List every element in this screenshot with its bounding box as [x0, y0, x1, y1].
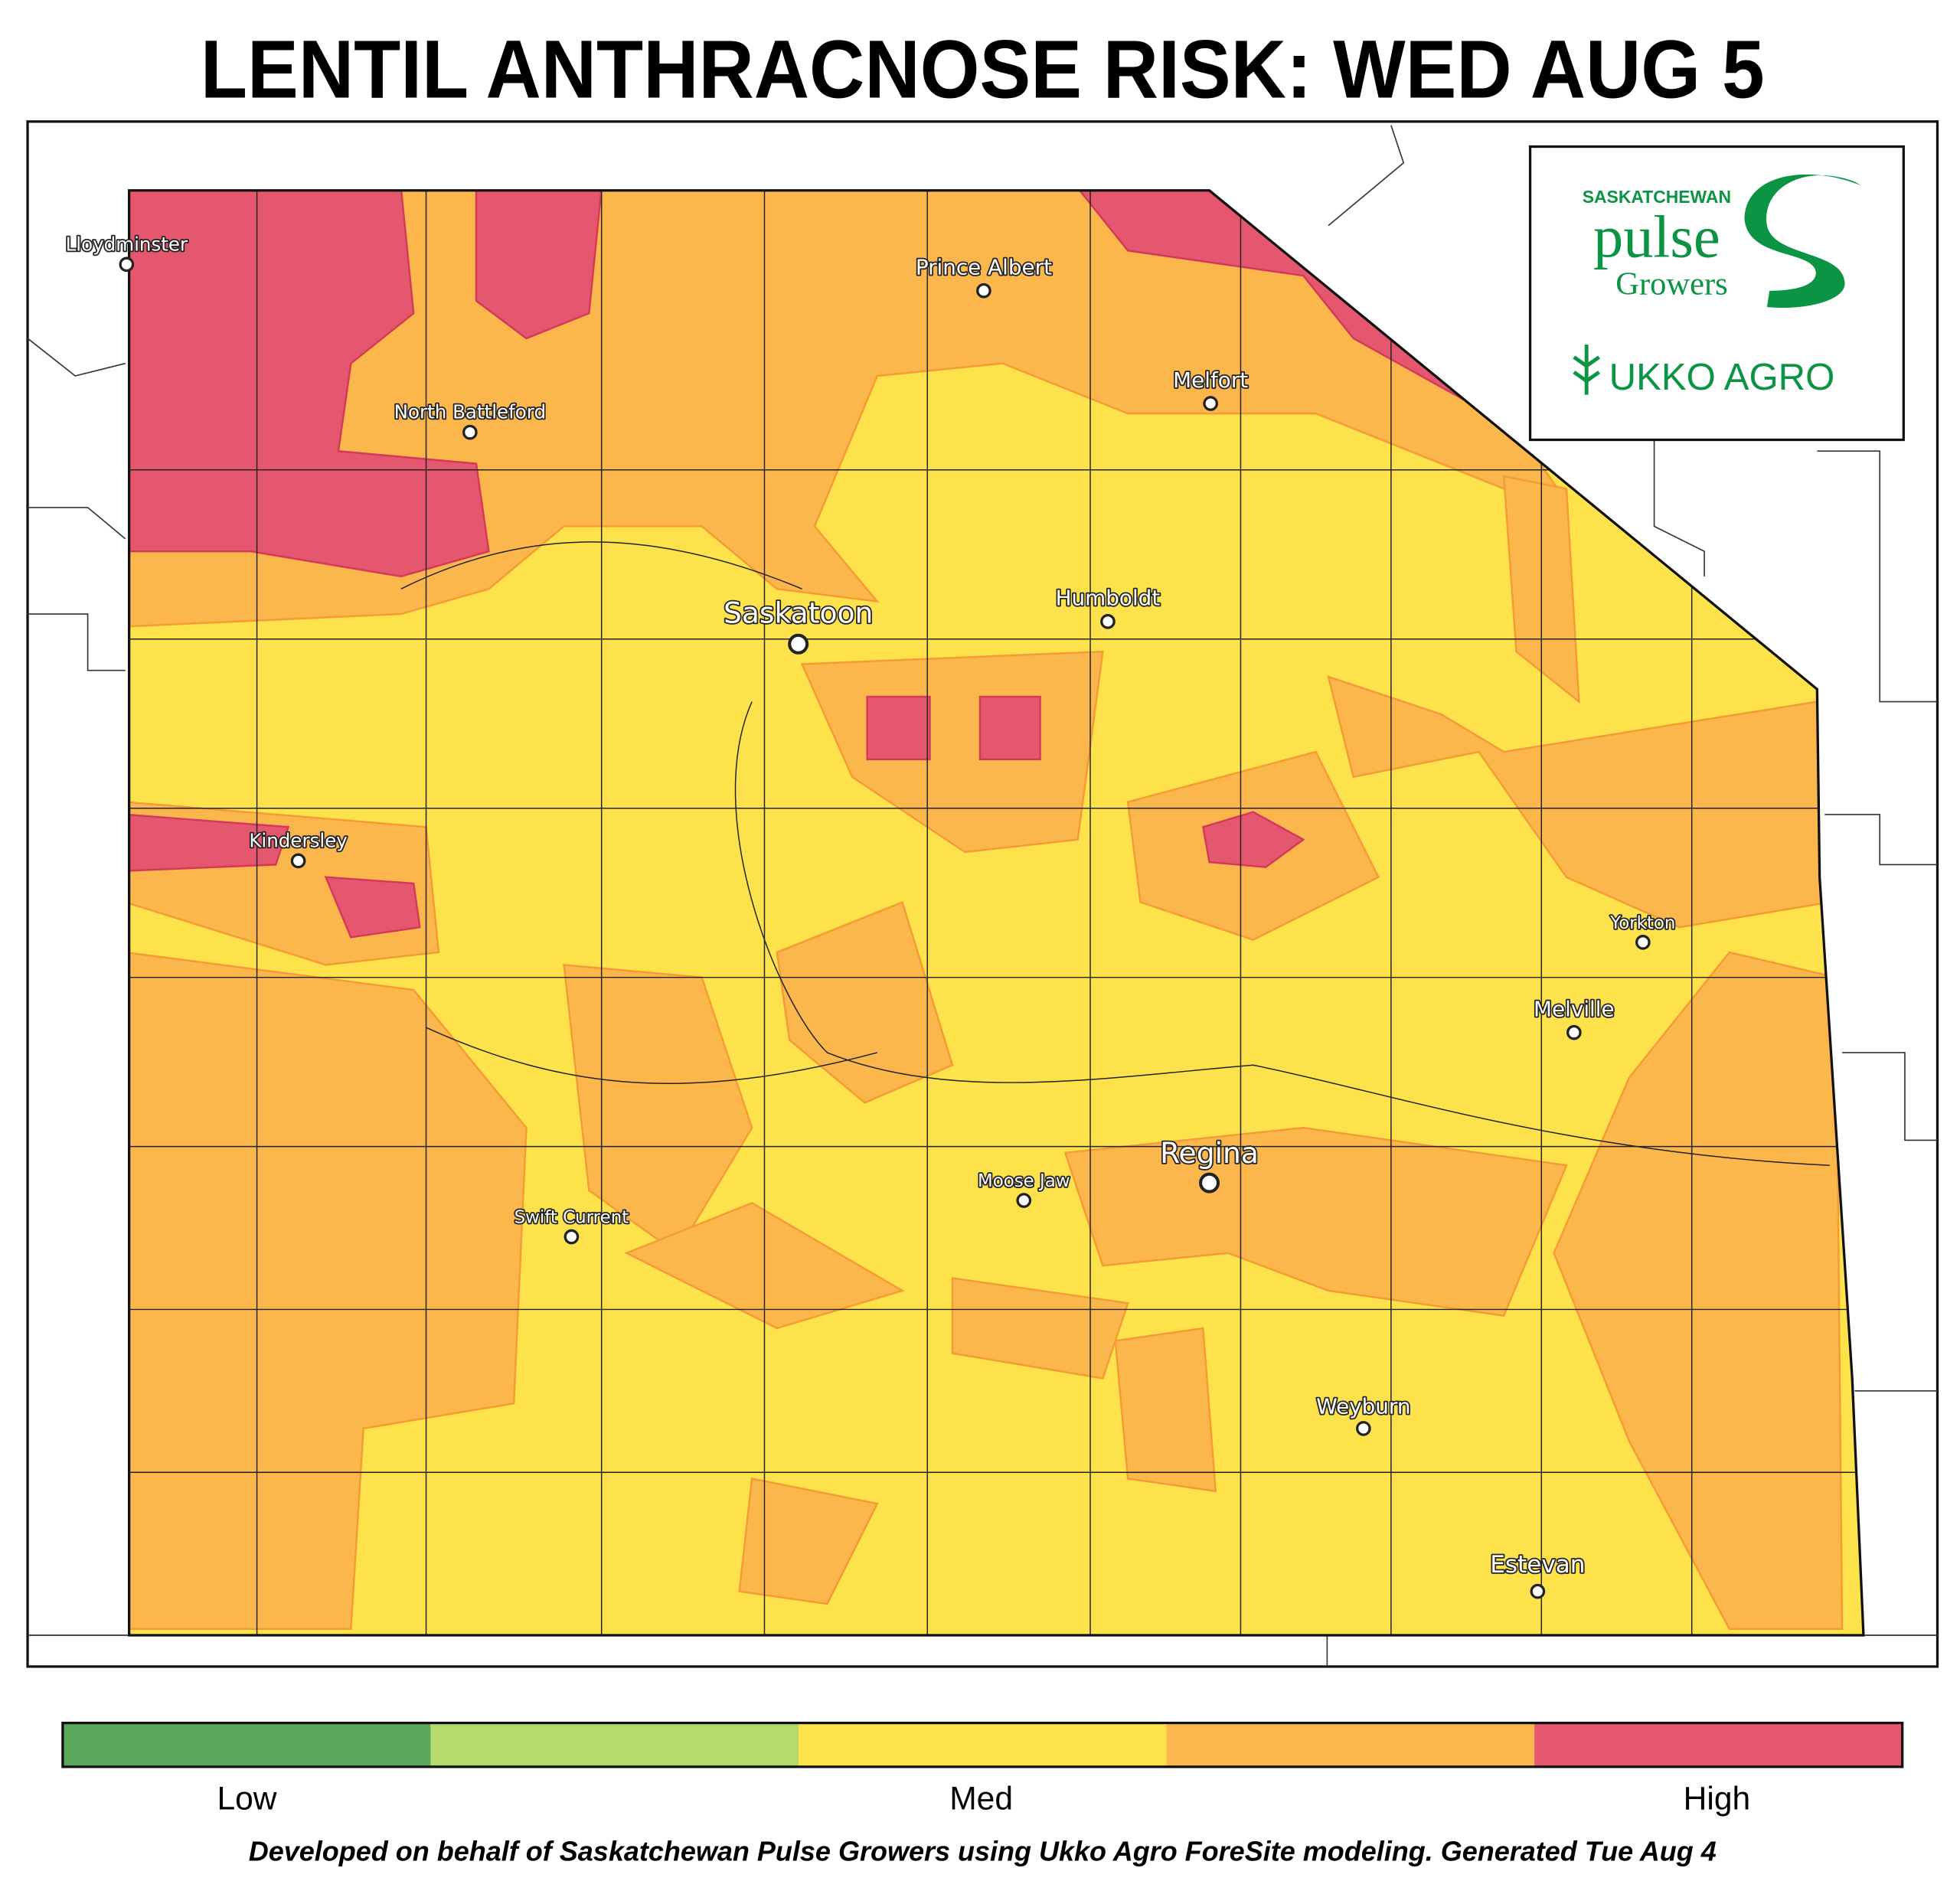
city: North Battleford	[393, 400, 547, 440]
title: LENTIL ANTHRACNOSE RISK: WED AUG 5	[201, 23, 1765, 116]
city-label: Humboldt	[1056, 586, 1161, 611]
legend-label: Low	[217, 1781, 276, 1817]
city: Moose Jaw	[976, 1170, 1071, 1208]
city-label: Melfort	[1173, 367, 1248, 393]
legend-swatch	[1166, 1723, 1535, 1767]
city: Saskatoon	[722, 595, 874, 655]
legend-label: Med	[949, 1781, 1013, 1817]
city-label: Moose Jaw	[978, 1171, 1070, 1191]
city-label: Yorkton	[1609, 913, 1675, 933]
legend	[61, 1721, 1904, 1768]
city: Melville	[1532, 995, 1615, 1040]
cities: Lloydminster Prince Albert Melfort North…	[64, 232, 1677, 1599]
city-label: North Battleford	[394, 401, 546, 423]
city-label: Melville	[1534, 996, 1615, 1021]
legend-label: High	[1684, 1781, 1751, 1817]
logo: SASKATCHEWAN pulse Growers UKKO AGRO	[1528, 145, 1905, 442]
city: Estevan	[1488, 1549, 1586, 1599]
city-label: Swift Current	[514, 1208, 629, 1228]
logo-icon	[1573, 345, 1600, 395]
legend-swatch	[62, 1723, 431, 1767]
legend-swatch	[798, 1723, 1167, 1767]
city: Kindersley	[248, 828, 349, 869]
footer: Developed on behalf of Saskatchewan Puls…	[249, 1836, 1717, 1867]
city: Melfort	[1171, 366, 1250, 411]
legend-swatch	[430, 1723, 799, 1767]
city-label: Weyburn	[1316, 1393, 1410, 1419]
city: Regina	[1158, 1135, 1260, 1194]
rm-boundaries	[129, 190, 1864, 1636]
legend-swatch	[1534, 1723, 1903, 1767]
city-label: Regina	[1160, 1136, 1259, 1170]
legend-border	[61, 1721, 1904, 1768]
province-border	[127, 189, 1865, 1637]
city-label: Lloydminster	[66, 233, 188, 255]
city: Prince Albert	[914, 253, 1054, 299]
logo-text: UKKO AGRO	[1609, 357, 1835, 398]
city-label: Kindersley	[249, 829, 347, 851]
city: Lloydminster	[64, 232, 190, 273]
logo-text: SASKATCHEWAN	[1583, 187, 1731, 207]
logo-text: Growers	[1615, 266, 1728, 302]
logo-text: pulse	[1593, 204, 1720, 270]
city: Swift Current	[513, 1207, 630, 1245]
city: Yorkton	[1608, 912, 1677, 950]
city-label: Saskatoon	[724, 596, 873, 629]
city-label: Prince Albert	[916, 254, 1052, 279]
city: Humboldt	[1054, 584, 1161, 629]
city-label: Estevan	[1490, 1551, 1585, 1579]
city: Weyburn	[1315, 1392, 1412, 1436]
logo-box	[1528, 145, 1905, 442]
logo-mark	[1744, 174, 1861, 309]
